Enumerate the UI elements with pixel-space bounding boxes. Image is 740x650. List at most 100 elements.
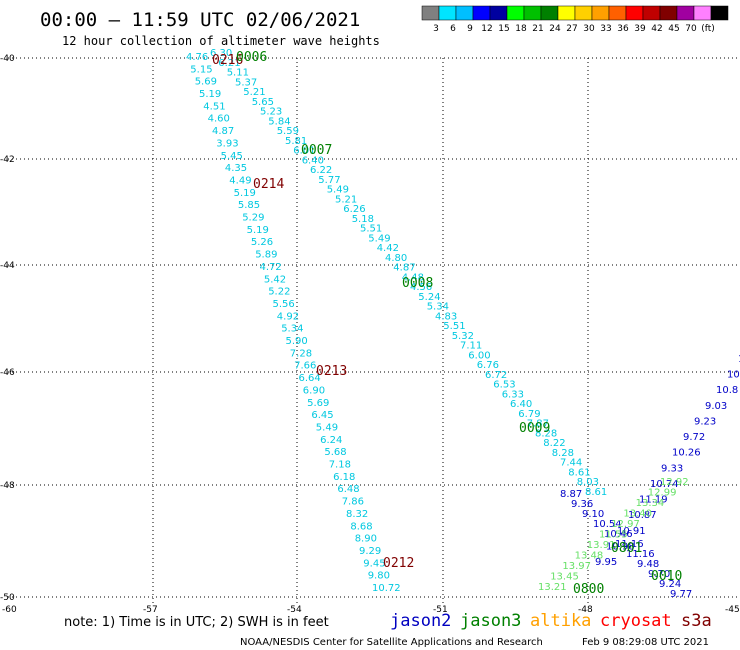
wave-height-value: 5.18 [352, 214, 374, 225]
legend-label: 6 [450, 24, 456, 34]
lat-label: -40 [0, 54, 15, 64]
wave-height-value: 9.24 [659, 579, 681, 590]
wave-height-value: 5.37 [235, 77, 257, 88]
color-scale-legend: 3 6 9 12 15 18 21 24 27 30 33 36 39 42 45 70 (ft) [421, 5, 729, 34]
wave-height-value: 12.92 [660, 477, 689, 488]
wave-height-value: 4.51 [203, 101, 225, 112]
corner-label: -60 [2, 605, 17, 615]
wave-height-value: 5.68 [324, 447, 346, 458]
wave-height-value: 5.49 [316, 423, 338, 434]
wave-height-value: 10 [738, 354, 740, 365]
wave-height-value: 13.48 [575, 551, 604, 562]
wave-height-value: 7.44 [560, 458, 582, 469]
legend-label: 3 [433, 24, 439, 34]
wave-height-value: 5.21 [335, 194, 357, 205]
wave-height-value: 5.49 [368, 233, 390, 244]
wave-height-value: 4.60 [208, 114, 230, 125]
wave-height-value: 4.72 [260, 262, 282, 273]
pass-time-label: 0213 [316, 364, 347, 379]
wave-height-value: 5.56 [273, 299, 295, 310]
legend-label: 33 [600, 24, 611, 34]
wave-height-value: 8.28 [535, 429, 557, 440]
wave-height-value: 5.59 [277, 126, 299, 137]
wave-height-value: 12.99 [648, 488, 677, 499]
wave-height-value: 6.53 [493, 380, 515, 391]
legend-swatch [693, 5, 712, 21]
wave-height-value: 5.22 [268, 287, 290, 298]
wave-height-value: 9.80 [368, 571, 390, 582]
wave-height-value: 6.24 [320, 435, 342, 446]
lat-label: -46 [0, 368, 15, 378]
legend-swatch [591, 5, 610, 21]
wave-height-value: 6.22 [310, 165, 332, 176]
legend-swatch [489, 5, 508, 21]
wave-height-value: 8.22 [543, 438, 565, 449]
pass-time-label: 0010 [651, 569, 682, 584]
legend-swatch [540, 5, 559, 21]
generated-timestamp: Feb 9 08:29:08 UTC 2021 [582, 637, 709, 648]
lat-label: -50 [0, 593, 15, 603]
map-subtitle: 12 hour collection of altimeter wave hei… [62, 34, 380, 48]
wave-height-value: 4.48 [402, 272, 424, 283]
wave-height-value: 8.68 [350, 521, 372, 532]
legend-swatch [659, 5, 678, 21]
wave-height-value: 5.89 [255, 250, 277, 261]
lon-label: -45 [725, 605, 740, 615]
wave-height-value: 13.40 [623, 509, 652, 520]
wave-height-value: 9.45 [363, 558, 385, 569]
wave-height-value: 6.64 [299, 373, 321, 384]
wave-height-value: 6.45 [311, 410, 333, 421]
legend-swatch [421, 5, 440, 21]
wave-height-value: 10.54 [593, 519, 622, 530]
wave-height-value: 10.9 [727, 370, 740, 381]
wave-height-value: 7.11 [460, 341, 482, 352]
wave-height-value: 8.32 [346, 509, 368, 520]
wave-height-value: 5.90 [286, 336, 308, 347]
legend-label: 70 [685, 24, 697, 34]
pass-time-label: 0214 [253, 177, 284, 192]
wave-height-value: 5.19 [234, 188, 256, 199]
wave-height-value: 5.21 [243, 87, 265, 98]
credit-line: NOAA/NESDIS Center for Satellite Applica… [240, 637, 543, 648]
legend-label: 12 [481, 24, 492, 34]
latitude-labels: -40 -42 -44 -46 -48 -50 [0, 54, 15, 603]
pass-time-label: 0216 [212, 53, 243, 68]
legend-swatch [438, 5, 457, 21]
wave-height-value: 9.48 [637, 559, 659, 570]
wave-height-value: 13.91 [587, 540, 616, 551]
wave-height-value: 9.77 [670, 589, 692, 600]
wave-height-value: 6.18 [333, 472, 355, 483]
wave-height-value: 6.33 [502, 389, 524, 400]
lon-label: -57 [143, 605, 158, 615]
wave-height-value: 8.28 [552, 448, 574, 459]
wave-height-value: 12.97 [611, 519, 640, 530]
altimeter-tracks: 4.765.155.695.194.514.604.873.935.454.35… [186, 48, 740, 600]
wave-height-value: 5.34 [281, 324, 303, 335]
wave-height-value: 9.23 [694, 417, 716, 428]
wave-height-value: 5.15 [190, 64, 212, 75]
wave-height-value: 8.61 [568, 468, 590, 479]
wave-height-value: 5.69 [307, 398, 329, 409]
pass-time-label: 0800 [573, 582, 604, 597]
wave-height-value: 11.16 [626, 549, 655, 560]
wave-height-value: 7.66 [294, 361, 316, 372]
wave-height-value: 6.26 [343, 204, 365, 215]
wave-height-value: 8.90 [355, 534, 377, 545]
wave-height-value: 10.72 [372, 583, 401, 594]
wave-height-value: 9.36 [571, 499, 593, 510]
wave-height-value: 5.81 [285, 136, 307, 147]
wave-height-value: 13.34 [636, 498, 665, 509]
wave-height-value: 5.49 [327, 185, 349, 196]
satellite-jason3: jason3 [460, 611, 521, 631]
wave-height-value: 6.21 [218, 58, 240, 69]
pass-time-label: 0006 [236, 50, 267, 65]
legend-label: 45 [668, 24, 679, 34]
lat-label: -48 [0, 481, 15, 491]
wave-height-value: 4.35 [225, 163, 247, 174]
wave-height-value: 9.95 [595, 557, 617, 568]
wave-height-value: 13.21 [538, 582, 567, 593]
wave-height-value: 5.23 [260, 107, 282, 118]
satellite-s3a: s3a [681, 611, 712, 631]
wave-height-value: 7.18 [329, 460, 351, 471]
